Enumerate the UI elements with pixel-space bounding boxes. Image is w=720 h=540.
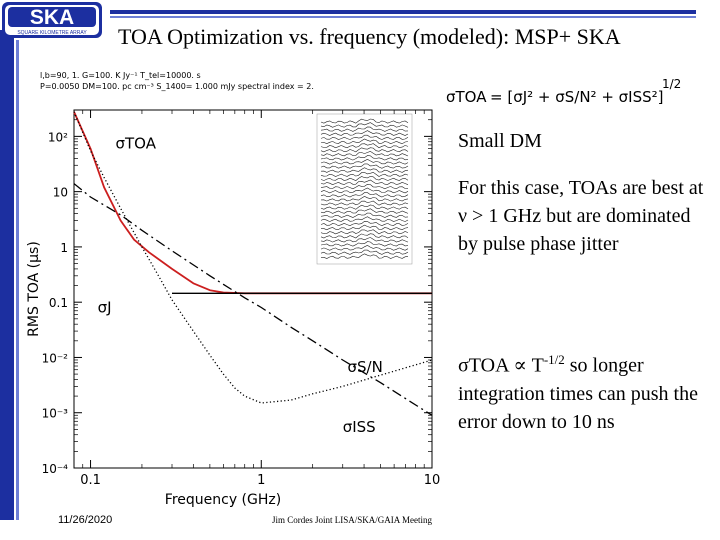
series-line-sn bbox=[73, 183, 433, 416]
series-annotation: σISS bbox=[343, 418, 376, 436]
x-tick-label: 0.1 bbox=[80, 473, 101, 488]
formula-exponent: 1/2 bbox=[662, 77, 681, 91]
footer-date: 11/26/2020 bbox=[58, 514, 113, 526]
left-accent-bar bbox=[0, 30, 14, 520]
inset-trace bbox=[320, 158, 409, 165]
inset-trace bbox=[320, 233, 409, 239]
inset-trace bbox=[320, 167, 409, 173]
x-tick-label: 10 bbox=[424, 473, 441, 488]
y-tick-label: 10 bbox=[53, 186, 68, 200]
inset-trace bbox=[320, 179, 409, 186]
inset-trace bbox=[320, 118, 409, 124]
series-annotation: σTOA bbox=[115, 135, 156, 153]
inset-trace bbox=[320, 130, 409, 136]
inset-trace bbox=[320, 187, 409, 194]
inset-trace bbox=[320, 126, 409, 132]
side-paragraph-1: For this case, TOAs are best at ν > 1 GH… bbox=[458, 177, 704, 255]
inset-trace bbox=[320, 171, 409, 177]
inset-trace bbox=[320, 204, 409, 210]
ska-logo: SKA SQUARE KILOMETRE ARRAY bbox=[2, 2, 102, 38]
toa-chart-svg: l,b=90, 1. G=100. K Jy⁻¹ T_tel=10000. s … bbox=[26, 71, 441, 508]
plot-frame bbox=[73, 109, 433, 469]
inset-trace bbox=[320, 229, 409, 235]
y-tick-label: 10⁻² bbox=[42, 351, 69, 365]
side-heading: Small DM bbox=[458, 130, 542, 152]
left-accent-bar-thin bbox=[16, 40, 19, 520]
inset-trace bbox=[321, 253, 409, 259]
pulse-profile-inset bbox=[316, 113, 413, 265]
y-axis-label: RMS TOA (μs) bbox=[26, 241, 42, 337]
plot-header-line1: l,b=90, 1. G=100. K Jy⁻¹ T_tel=10000. s bbox=[40, 71, 201, 80]
formula-lhs: σTOA bbox=[446, 88, 487, 106]
inset-trace bbox=[320, 138, 409, 145]
ska-logo-graphic: SKA SQUARE KILOMETRE ARRAY bbox=[2, 2, 102, 38]
inset-trace bbox=[320, 220, 409, 227]
inset-trace bbox=[320, 245, 409, 251]
inset-trace bbox=[320, 183, 409, 190]
inset-trace bbox=[320, 208, 409, 214]
toa-formula: σTOA = [σJ² + σS/N² + σISS²] 1/2 bbox=[444, 70, 694, 114]
side-paragraph-2-b: so longer integration times can push the… bbox=[458, 354, 698, 433]
inset-trace bbox=[320, 216, 409, 222]
inset-trace bbox=[320, 176, 409, 181]
svg-text:SQUARE KILOMETRE ARRAY: SQUARE KILOMETRE ARRAY bbox=[17, 30, 87, 36]
inset-trace bbox=[320, 200, 409, 206]
footer-event: Jim Cordes Joint LISA/SKA/GAIA Meeting bbox=[272, 515, 433, 525]
series-line-iss bbox=[73, 111, 433, 404]
inset-trace bbox=[320, 163, 409, 169]
inset-trace bbox=[320, 150, 409, 157]
x-tick-label: 1 bbox=[257, 473, 265, 488]
top-accent-line bbox=[110, 10, 696, 14]
toa-chart: l,b=90, 1. G=100. K Jy⁻¹ T_tel=10000. s … bbox=[22, 68, 442, 508]
inset-trace bbox=[320, 237, 409, 243]
y-tick-label: 10⁻⁴ bbox=[42, 462, 69, 476]
plot-header-line2: P=0.0050 DM=100. pc cm⁻³ S_1400= 1.000 m… bbox=[40, 82, 314, 91]
series-annotation: σJ bbox=[98, 299, 112, 317]
inset-trace bbox=[321, 224, 409, 231]
top-accent-line-thin bbox=[110, 16, 696, 18]
inset-trace bbox=[320, 147, 409, 153]
inset-trace bbox=[320, 249, 409, 255]
inset-trace bbox=[320, 122, 409, 128]
side-paragraph-2-sup: -1/2 bbox=[543, 352, 565, 367]
y-tick-label: 10⁻³ bbox=[42, 407, 69, 421]
inset-trace bbox=[320, 241, 409, 247]
inset-trace bbox=[320, 155, 409, 161]
y-tick-label: 0.1 bbox=[49, 296, 68, 310]
inset-trace bbox=[320, 212, 409, 218]
formula-rhs: = [σJ² + σS/N² + σISS²] bbox=[490, 88, 664, 106]
y-tick-label: 1 bbox=[60, 241, 68, 255]
svg-text:SKA: SKA bbox=[30, 6, 74, 29]
y-tick-label: 10² bbox=[48, 130, 68, 144]
series-annotation: σS/N bbox=[348, 358, 383, 376]
inset-trace bbox=[320, 134, 409, 140]
slide-title: TOA Optimization vs. frequency (modeled)… bbox=[118, 24, 621, 49]
inset-trace bbox=[320, 143, 409, 149]
side-paragraph-2: σTOA ∝ T-1/2 so longer integration times… bbox=[458, 346, 708, 436]
x-axis-label: Frequency (GHz) bbox=[165, 492, 281, 508]
side-paragraph-2-a: σTOA ∝ T bbox=[458, 354, 544, 377]
inset-trace bbox=[320, 196, 409, 202]
inset-trace bbox=[320, 192, 409, 198]
